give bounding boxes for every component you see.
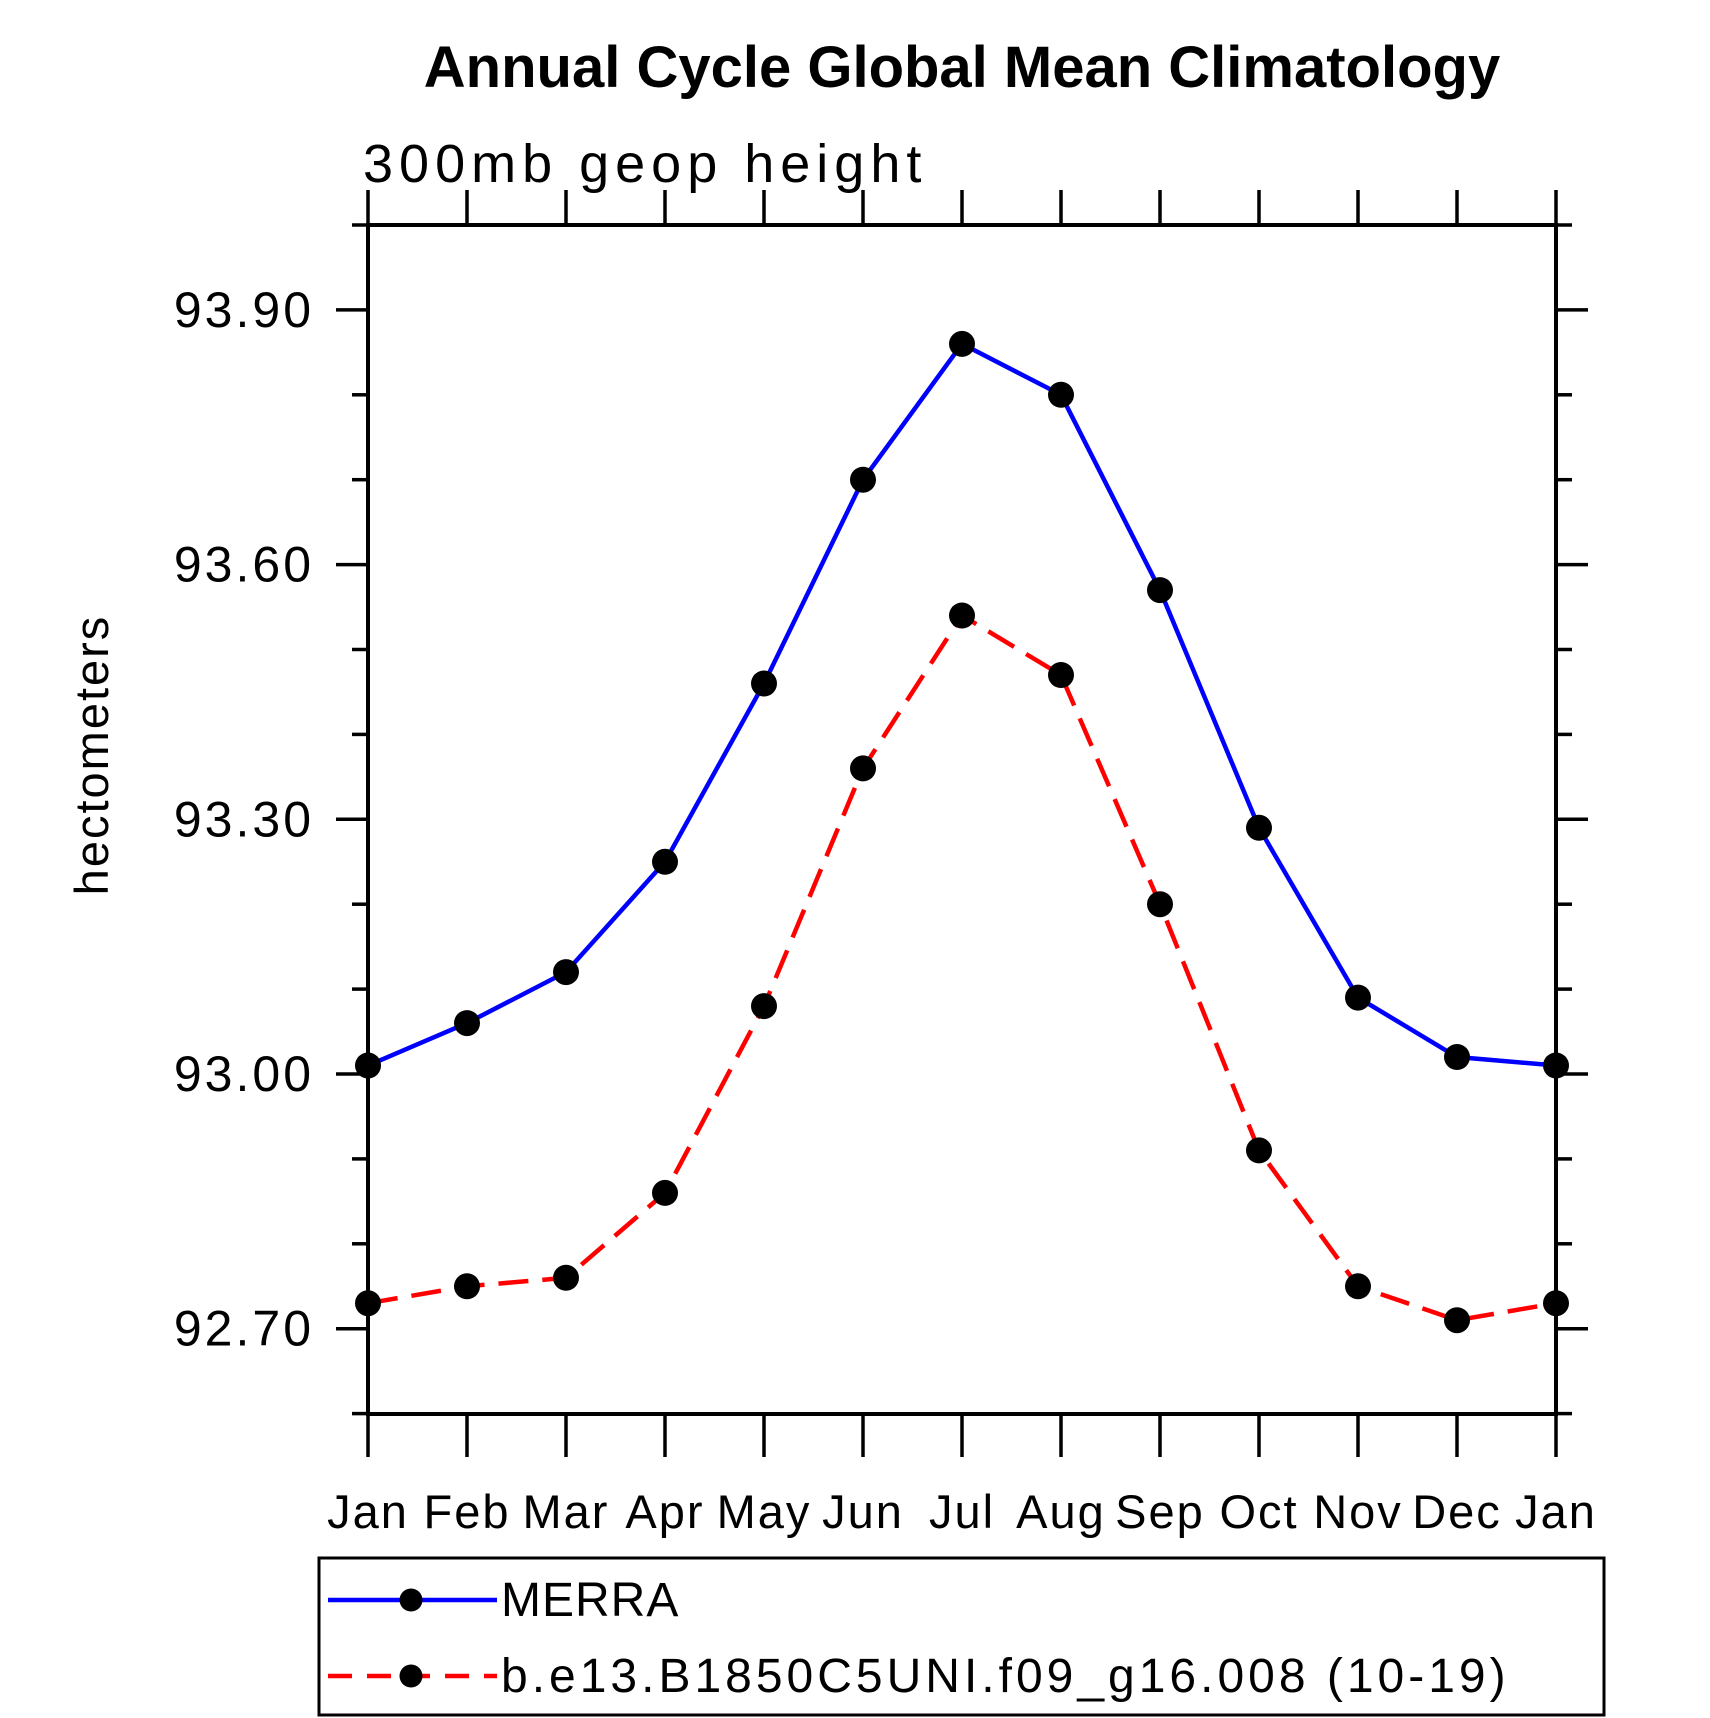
- month-label: Jan: [327, 1485, 409, 1538]
- model-data-point: [1048, 662, 1074, 688]
- merra-data-point: [1147, 577, 1173, 604]
- month-label: Dec: [1412, 1485, 1502, 1538]
- legend-marker-merra: [399, 1588, 423, 1612]
- month-label: Sep: [1115, 1485, 1205, 1538]
- month-label: Mar: [523, 1485, 610, 1538]
- month-label: Jan: [1515, 1485, 1597, 1538]
- merra-data-point: [355, 1052, 381, 1079]
- merra-data-point: [1543, 1052, 1569, 1079]
- month-label: Aug: [1016, 1485, 1106, 1538]
- y-axis-label: hectometers: [65, 615, 118, 896]
- merra-data-point: [652, 848, 678, 875]
- merra-data-point: [1246, 814, 1272, 841]
- month-label: Apr: [625, 1485, 704, 1538]
- model-data-point: [553, 1264, 579, 1291]
- merra-data-point: [1444, 1044, 1470, 1070]
- y-tick-label: 93.60: [174, 537, 314, 593]
- model-data-point: [1345, 1273, 1371, 1300]
- model-data-point: [949, 602, 975, 629]
- model-series-line: [367, 612, 1557, 1323]
- y-tick-label: 93.30: [174, 791, 314, 847]
- model-data-point: [850, 755, 876, 782]
- merra-data-point: [751, 670, 777, 697]
- model-data-point: [1147, 891, 1173, 918]
- y-tick-label: 93.90: [174, 282, 314, 338]
- month-label: Jul: [929, 1485, 995, 1538]
- model-data-point: [751, 993, 777, 1020]
- merra-series-markers: [355, 330, 1569, 1079]
- month-label: Nov: [1313, 1485, 1403, 1538]
- model-data-point: [355, 1290, 381, 1317]
- month-label: Oct: [1219, 1485, 1298, 1538]
- model-data-point: [1444, 1307, 1470, 1334]
- merra-data-point: [949, 330, 975, 357]
- merra-data-point: [553, 959, 579, 986]
- merra-data-point: [850, 466, 876, 493]
- merra-series-line: [367, 341, 1557, 1068]
- month-label: Feb: [424, 1485, 511, 1538]
- legend: MERRA b.e13.B1850C5UNI.f09_g16.008 (10-19…: [317, 1556, 1606, 1717]
- chart-subtitle: 300mb geop height: [363, 134, 927, 194]
- chart-title: Annual Cycle Global Mean Climatology: [424, 35, 1500, 100]
- month-label: May: [717, 1485, 812, 1538]
- legend-box: [317, 1556, 1606, 1717]
- axis-ticks: [336, 190, 1588, 1457]
- model-data-point: [652, 1179, 678, 1206]
- y-tick-label: 92.70: [174, 1301, 314, 1357]
- model-data-point: [454, 1273, 480, 1300]
- model-series-markers: [355, 602, 1569, 1334]
- legend-label-merra: MERRA: [501, 1574, 679, 1627]
- y-tick-label: 93.00: [174, 1046, 314, 1102]
- model-data-point: [1246, 1137, 1272, 1164]
- legend-label-model: b.e13.B1850C5UNI.f09_g16.008 (10-19): [501, 1650, 1510, 1703]
- month-label: Jun: [822, 1485, 904, 1538]
- model-data-point: [1543, 1290, 1569, 1317]
- legend-marker-model: [399, 1664, 423, 1688]
- merra-data-point: [454, 1010, 480, 1037]
- merra-data-point: [1345, 984, 1371, 1011]
- plot-frame: [366, 223, 1558, 1416]
- merra-data-point: [1048, 381, 1074, 408]
